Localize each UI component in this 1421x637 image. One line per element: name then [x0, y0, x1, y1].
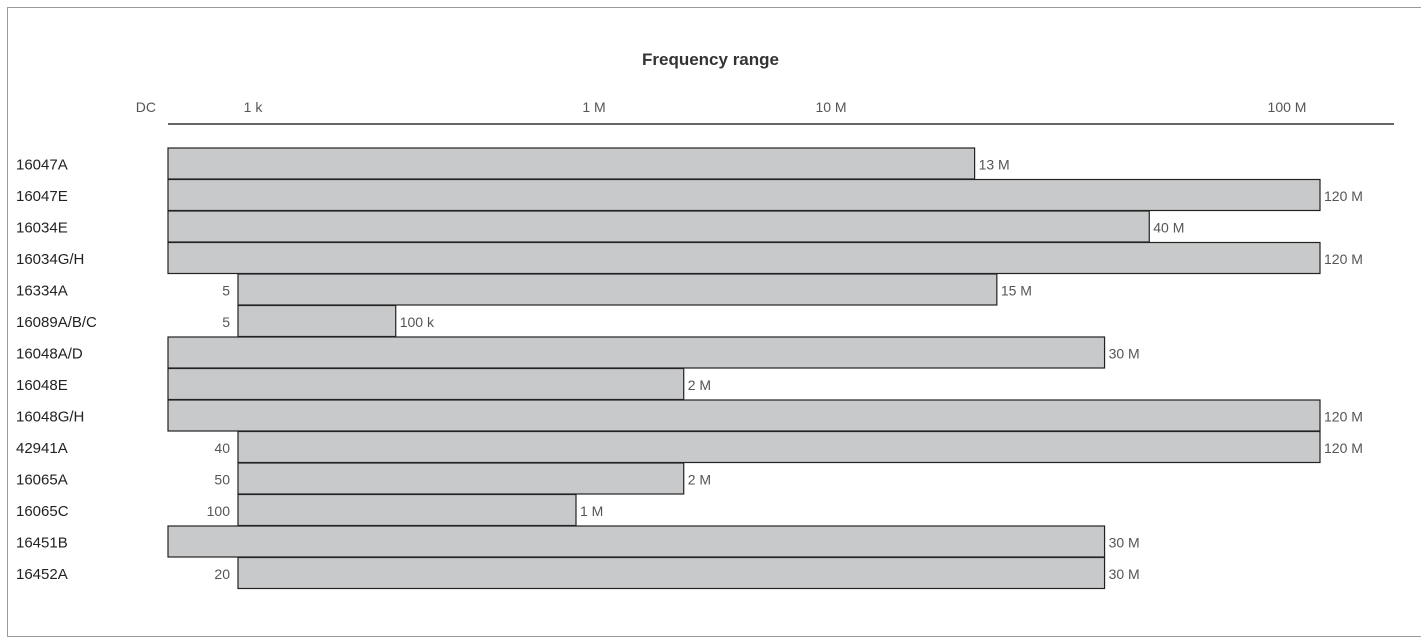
row-label: 16089A/B/C [16, 314, 97, 331]
bar-row: 16451B 30 M [16, 525, 1140, 558]
end-value-label: 30 M [1109, 346, 1140, 362]
range-bar [167, 336, 1106, 369]
row-label: 42941A [16, 440, 68, 457]
range-bar [237, 462, 685, 495]
end-value-label: 120 M [1324, 440, 1363, 456]
range-bar [237, 493, 577, 527]
range-bar [167, 210, 1150, 243]
x-tick-label: 100 M [1268, 99, 1307, 115]
row-label: 16048A/D [16, 346, 83, 363]
row-label: 16452A [16, 566, 68, 583]
end-value-label: 2 M [688, 472, 711, 488]
end-value-label: 13 M [979, 157, 1010, 173]
end-value-label: 30 M [1109, 566, 1140, 582]
bar-row: 42941A 40 120 M [16, 430, 1363, 464]
bar-row: 16034E 40 M [16, 210, 1184, 243]
end-value-label: 120 M [1324, 188, 1363, 204]
row-label: 16451B [16, 535, 68, 552]
end-value-label: 120 M [1324, 251, 1363, 267]
bar-row: 16048A/D 30 M [16, 336, 1140, 369]
tick-labels: DC 1 k 1 M 10 M 100 M [136, 99, 1307, 115]
range-bar [237, 273, 998, 306]
x-tick-label: 1 M [582, 99, 605, 115]
end-value-label: 2 M [688, 377, 711, 393]
start-value-label: 100 [207, 503, 231, 519]
row-label: 16047E [16, 188, 68, 205]
bar-row: 16334A 5 15 M [16, 273, 1032, 306]
row-label: 16065A [16, 472, 68, 489]
start-value-label: 5 [222, 314, 230, 330]
row-label: 16034G/H [16, 251, 84, 268]
row-label: 16048G/H [16, 409, 84, 426]
row-label: 16047A [16, 157, 68, 174]
range-bar [167, 147, 976, 180]
range-bar [167, 241, 1321, 275]
bar-row: 16065C 100 1 M [16, 493, 603, 527]
range-bar [167, 367, 685, 401]
start-value-label: 20 [214, 566, 230, 582]
start-value-label: 40 [214, 440, 230, 456]
end-value-label: 40 M [1153, 220, 1184, 236]
end-value-label: 15 M [1001, 283, 1032, 299]
bar-row: 16048G/H 120 M [16, 399, 1363, 432]
bar-row: 16065A 50 2 M [16, 462, 711, 495]
x-tick-label: 1 k [244, 99, 264, 115]
range-bar [237, 556, 1106, 590]
start-value-label: 5 [222, 283, 230, 299]
range-bar [237, 430, 1321, 464]
end-value-label: 100 k [400, 314, 435, 330]
x-tick-label: DC [136, 99, 156, 115]
range-bar [167, 399, 1321, 432]
row-label: 16034E [16, 220, 68, 237]
start-value-label: 50 [214, 472, 230, 488]
row-label: 16065C [16, 503, 69, 520]
range-bar [167, 525, 1106, 558]
end-value-label: 30 M [1109, 535, 1140, 551]
bar-row: 16048E 2 M [16, 367, 711, 401]
row-label: 16048E [16, 377, 68, 394]
x-tick-label: 10 M [815, 99, 846, 115]
range-bar [167, 178, 1321, 212]
bar-row: 16047E 120 M [16, 178, 1363, 212]
end-value-label: 120 M [1324, 409, 1363, 425]
end-value-label: 1 M [580, 503, 603, 519]
chart-title: Frequency range [642, 50, 779, 69]
range-bar [237, 304, 397, 338]
bar-row: 16452A 20 30 M [16, 556, 1140, 590]
bar-row: 16034G/H 120 M [16, 241, 1363, 275]
bar-row: 16089A/B/C 5 100 k [16, 304, 435, 338]
row-label: 16334A [16, 283, 68, 300]
bar-row: 16047A 13 M [16, 147, 1010, 180]
